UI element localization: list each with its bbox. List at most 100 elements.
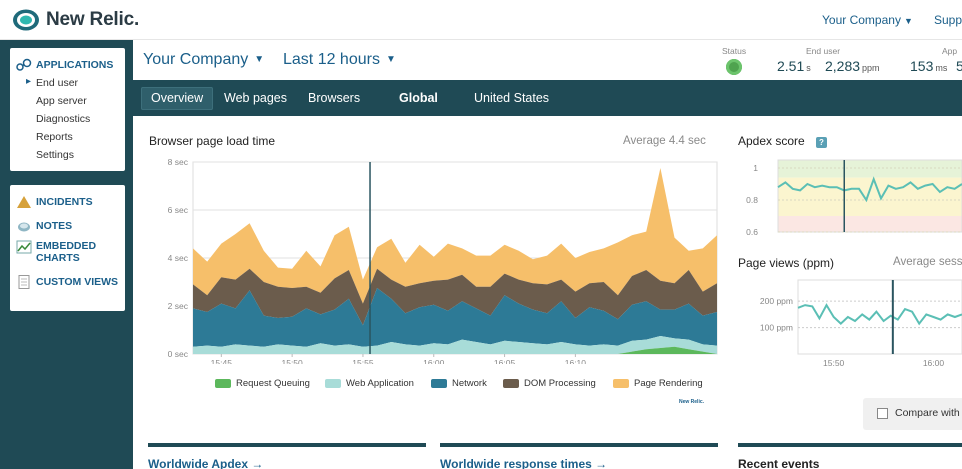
end-user-label: End user [806,46,841,56]
tools-menu: INCIDENTS NOTES EMBEDDED CHARTS CUSTOM VI… [10,185,125,311]
app-ppm-value: 5 [956,58,962,74]
timeframe-label: Last 12 hours [283,51,380,68]
series-area-network [193,288,717,347]
incidents-label: INCIDENTS [36,196,93,208]
app-label: App [942,46,958,56]
series-area-page-rendering [193,168,717,304]
y-tick-label: 2 sec [168,301,189,311]
compare-option[interactable]: Compare with la [863,398,962,430]
legend-label: Page Rendering [634,378,703,389]
document-icon [18,275,30,289]
end-user-response-time[interactable]: 2.51 s [777,58,811,74]
apdex-line [777,176,962,203]
sidebar-item-custom-views[interactable]: CUSTOM VIEWS [16,275,118,289]
tab-united-states[interactable]: United States [474,91,550,105]
chart-watermark: New Relic. [679,399,705,405]
sidebar-item-incidents[interactable]: INCIDENTS [16,195,93,209]
app-throughput[interactable]: 5 [956,58,962,74]
sidebar-item-embedded-charts[interactable]: EMBEDDED CHARTS [16,240,96,264]
y-tick-label: 0.6 [746,227,758,236]
apdex-chart[interactable]: 1 0.8 0.6 [733,156,962,236]
page-views-line [797,303,962,326]
legend-swatch [215,379,231,388]
account-name: Your Company [822,13,901,27]
logo-icon [13,9,39,31]
series-area-dom-processing [193,268,717,326]
status-label: Status [722,46,747,56]
recent-events-title: Recent events [738,457,820,469]
apdex-band [778,160,962,178]
content-area: Browser page load time Average 4.4 sec 0… [133,116,962,469]
tab-overview[interactable]: Overview [141,87,214,110]
x-tick-label: 15:45 [211,358,233,364]
chart-icon [16,240,32,254]
legend-page-rendering[interactable]: Page Rendering [613,378,713,389]
applications-header[interactable]: APPLICATIONS [16,58,113,72]
tab-web-pages[interactable]: Web pages [224,91,288,105]
legend-swatch [503,379,519,388]
sidebar-item-end-user[interactable]: End user [26,76,78,89]
end-user-throughput[interactable]: 2,283 ppm [825,58,880,74]
section-divider [148,443,426,447]
embedded-label: EMBEDDED [36,240,97,252]
section-divider [440,443,718,447]
company-name: Your Company [143,51,249,68]
legend-request-queuing[interactable]: Request Queuing [215,378,325,389]
legend-swatch [325,379,341,388]
end-user-ppm-unit: ppm [862,63,880,73]
page-load-chart[interactable]: 0 sec 2 sec 4 sec 6 sec 8 sec 15:45 15:50 15:55… [133,154,723,364]
sidebar-item-notes[interactable]: NOTES [16,219,72,233]
caret-down-icon: ▼ [385,54,396,65]
account-menu[interactable]: Your Company ▼ [822,13,913,27]
end-user-time-value: 2.51 [777,58,805,74]
sidebar-item-app-server[interactable]: App server [36,95,87,107]
legend-label: Web Application [346,378,414,389]
y-tick-label: 200 ppm [760,296,793,306]
y-tick-label: 6 sec [168,205,189,215]
worldwide-apdex-link[interactable]: Worldwide Apdex → [148,457,264,469]
tab-global[interactable]: Global [399,91,438,105]
app-time-value: 153 [910,58,934,74]
sidebar-item-diagnostics[interactable]: Diagnostics [36,113,91,125]
x-tick-label: 16:10 [565,358,587,364]
section-divider [738,443,962,447]
apdex-band [778,177,962,216]
x-tick-label: 15:55 [352,358,374,364]
sidebar-item-settings[interactable]: Settings [36,149,74,161]
page-views-average: Average sess [893,256,962,268]
brand-name: New Relic. [46,9,140,30]
worldwide-response-times-link[interactable]: Worldwide response times → [440,457,608,469]
x-tick-label: 16:00 [923,358,945,368]
y-tick-label: 4 sec [168,253,189,263]
tab-browsers[interactable]: Browsers [308,91,361,105]
app-time-unit: ms [935,63,948,73]
legend-web-application[interactable]: Web Application [325,378,431,389]
new-relic-logo[interactable]: New Relic. [12,8,139,32]
legend-network[interactable]: Network [431,378,503,389]
y-tick-label: 0.8 [746,195,758,205]
y-tick-label: 1 [753,163,758,173]
sidebar: APPLICATIONS End user App server Diagnos… [0,40,133,469]
support-link[interactable]: Supp [934,13,962,27]
end-user-ppm-value: 2,283 [825,58,861,74]
series-area-web-application [193,336,717,354]
series-area-request-queuing [193,346,717,354]
legend-dom-processing[interactable]: DOM Processing [503,378,613,389]
x-tick-label: 16:05 [494,358,516,364]
page-views-chart[interactable]: 200 ppm 100 ppm 15:50 16:00 [733,276,962,371]
sidebar-item-reports[interactable]: Reports [36,131,73,143]
timeframe-selector[interactable]: Last 12 hours ▼ [283,51,396,69]
x-tick-label: 15:50 [823,358,845,368]
company-selector[interactable]: Your Company ▼ [143,51,264,69]
custom-views-label: CUSTOM VIEWS [36,276,119,288]
caret-down-icon: ▼ [903,16,913,26]
warning-icon [17,196,31,208]
charts-label: CHARTS [36,252,80,264]
end-user-time-unit: s [806,63,811,73]
help-icon[interactable]: ? [816,137,827,148]
chart-legend: Request Queuing Web Application Network … [215,378,713,389]
compare-checkbox[interactable] [877,408,888,419]
legend-label: Request Queuing [236,378,310,389]
compare-label: Compare with la [895,407,962,419]
app-response-time[interactable]: 153 ms [910,58,947,74]
